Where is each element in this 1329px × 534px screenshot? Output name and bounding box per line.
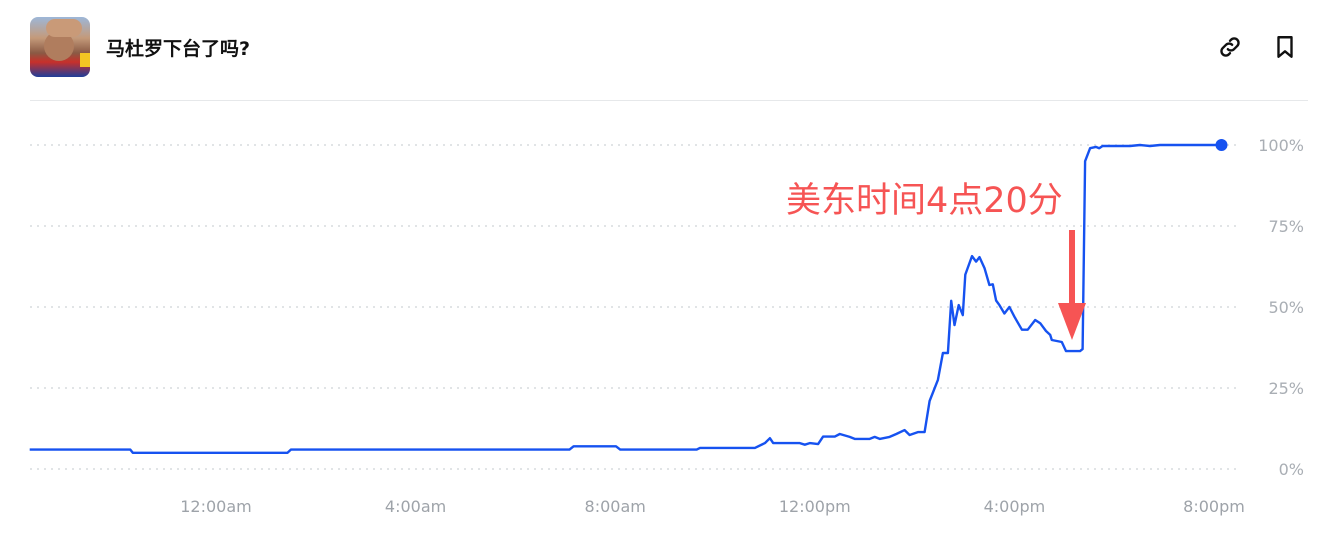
y-tick-label: 50% (1268, 298, 1304, 317)
annotation-text: 美东时间4点20分 (786, 181, 1063, 221)
y-tick-label: 0% (1279, 460, 1304, 479)
end-marker (1215, 139, 1228, 151)
bookmark-icon[interactable] (1272, 34, 1298, 60)
y-tick-label: 100% (1258, 136, 1304, 155)
series-line (29, 143, 1222, 454)
x-tick-label: 8:00pm (1183, 497, 1245, 516)
x-tick-label: 4:00am (385, 497, 446, 516)
x-tick-label: 8:00am (585, 497, 646, 516)
y-tick-label: 75% (1268, 217, 1304, 236)
link-icon[interactable] (1217, 34, 1243, 60)
x-tick-label: 12:00pm (779, 497, 851, 516)
avatar-flag (80, 53, 90, 67)
down-arrow-icon (1058, 230, 1086, 340)
x-tick-label: 12:00am (180, 497, 252, 516)
x-tick-label: 4:00pm (984, 497, 1046, 516)
y-tick-label: 25% (1268, 379, 1304, 398)
header-divider (30, 100, 1308, 101)
market-title: 马杜罗下台了吗? (106, 38, 251, 60)
avatar-hand (46, 19, 82, 37)
market-avatar (30, 17, 90, 77)
